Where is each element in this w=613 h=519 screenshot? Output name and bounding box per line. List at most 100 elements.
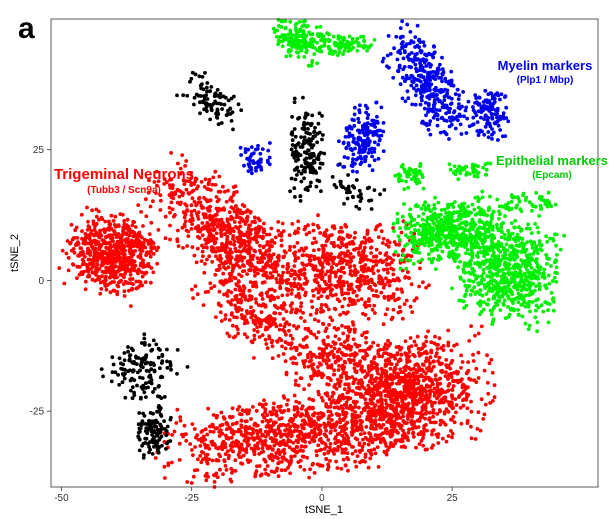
cell-point-neurons bbox=[228, 240, 233, 245]
cell-point-neurons bbox=[237, 272, 242, 277]
cell-point-black bbox=[369, 198, 374, 203]
cell-point-neurons bbox=[384, 369, 389, 374]
cell-point-neurons bbox=[405, 360, 409, 365]
cell-point-neurons bbox=[425, 401, 429, 405]
cell-point-neurons bbox=[318, 231, 323, 235]
cell-point-neurons bbox=[359, 265, 364, 269]
cell-point-neurons bbox=[286, 465, 290, 470]
cell-point-neurons bbox=[224, 199, 229, 204]
cell-point-neurons bbox=[301, 449, 305, 453]
cell-point-neurons bbox=[381, 436, 385, 441]
cell-point-black bbox=[299, 164, 304, 169]
cell-point-neurons bbox=[315, 462, 320, 467]
cell-point-neurons bbox=[254, 234, 259, 239]
cell-point-neurons bbox=[451, 415, 456, 419]
cell-point-neurons bbox=[317, 432, 322, 437]
cell-point-neurons bbox=[396, 392, 401, 397]
cell-point-neurons bbox=[249, 305, 253, 310]
cell-point-neurons bbox=[154, 169, 159, 174]
cell-point-neurons bbox=[337, 337, 342, 342]
cell-point-neurons bbox=[278, 431, 282, 436]
cell-point-neurons bbox=[214, 458, 219, 462]
cell-point-neurons bbox=[218, 467, 222, 472]
cell-point-black bbox=[209, 107, 214, 111]
cell-point-neurons bbox=[290, 288, 294, 292]
cell-point-neurons bbox=[383, 409, 387, 414]
cell-point-neurons bbox=[296, 219, 301, 224]
cell-point-black bbox=[302, 135, 307, 140]
cell-point-neurons bbox=[209, 286, 214, 291]
cell-point-neurons bbox=[180, 193, 185, 198]
cell-point-neurons bbox=[286, 422, 291, 427]
cell-point-neurons bbox=[150, 240, 154, 244]
cell-point-neurons bbox=[355, 343, 360, 348]
cell-point-neurons bbox=[402, 302, 407, 306]
cell-point-neurons bbox=[354, 420, 359, 425]
cell-point-neurons bbox=[346, 249, 350, 254]
cell-point-neurons bbox=[103, 250, 108, 254]
cell-point-neurons bbox=[344, 252, 348, 256]
cell-point-neurons bbox=[391, 307, 396, 312]
cell-point-black bbox=[154, 418, 158, 423]
cell-point-neurons bbox=[278, 311, 282, 316]
cell-point-neurons bbox=[274, 277, 279, 281]
cell-point-neurons bbox=[294, 361, 299, 366]
cell-point-neurons bbox=[373, 403, 378, 408]
cell-point-black bbox=[132, 390, 137, 395]
cell-point-neurons bbox=[242, 246, 247, 251]
cell-point-neurons bbox=[288, 418, 293, 423]
cell-point-neurons bbox=[377, 417, 382, 422]
cell-point-neurons bbox=[387, 240, 392, 245]
cell-point-neurons bbox=[321, 338, 326, 343]
cell-point-black bbox=[215, 116, 220, 120]
cell-point-neurons bbox=[293, 378, 298, 383]
cell-point-neurons bbox=[322, 255, 327, 260]
cell-point-neurons bbox=[275, 455, 280, 460]
cell-point-neurons bbox=[253, 436, 257, 441]
cell-point-neurons bbox=[393, 356, 398, 361]
cell-point-neurons bbox=[214, 268, 219, 272]
cell-point-black bbox=[312, 129, 317, 134]
cell-point-black bbox=[295, 154, 300, 159]
cell-point-neurons bbox=[229, 255, 234, 260]
cell-point-neurons bbox=[355, 386, 359, 390]
cell-point-neurons bbox=[382, 351, 386, 356]
cell-point-neurons bbox=[205, 245, 209, 250]
cell-point-neurons bbox=[302, 365, 307, 369]
cell-point-neurons bbox=[360, 444, 365, 449]
cell-point-neurons bbox=[290, 336, 295, 341]
cell-point-neurons bbox=[287, 322, 292, 327]
cell-point-black bbox=[295, 142, 300, 147]
cell-point-neurons bbox=[408, 304, 413, 309]
cell-point-neurons bbox=[409, 386, 413, 391]
cell-point-neurons bbox=[309, 374, 313, 379]
cell-point-neurons bbox=[473, 333, 477, 338]
cell-point-neurons bbox=[276, 220, 281, 224]
cell-point-neurons bbox=[286, 277, 290, 282]
cell-point-neurons bbox=[449, 429, 453, 433]
cell-point-black bbox=[139, 385, 144, 389]
cell-point-neurons bbox=[198, 444, 203, 448]
cell-point-neurons bbox=[302, 319, 307, 324]
cell-point-neurons bbox=[369, 376, 374, 381]
cell-point-neurons bbox=[233, 287, 238, 292]
cell-point-neurons bbox=[271, 437, 276, 442]
cell-point-neurons bbox=[238, 241, 243, 245]
cell-point-neurons bbox=[366, 401, 370, 406]
cell-point-neurons bbox=[175, 188, 180, 192]
cell-point-neurons bbox=[192, 208, 197, 213]
cell-point-neurons bbox=[293, 256, 298, 261]
cell-point-neurons bbox=[184, 179, 189, 183]
cell-point-neurons bbox=[342, 359, 347, 364]
cell-point-neurons bbox=[133, 234, 138, 238]
cell-point-neurons bbox=[288, 303, 293, 308]
cell-point-neurons bbox=[343, 345, 348, 350]
cell-point-neurons bbox=[352, 362, 357, 366]
cell-point-black bbox=[154, 342, 159, 347]
cell-point-neurons bbox=[256, 260, 261, 265]
cell-point-black bbox=[302, 176, 306, 181]
cell-point-neurons bbox=[242, 438, 247, 443]
cell-point-neurons bbox=[364, 351, 368, 356]
cell-point-neurons bbox=[245, 309, 249, 313]
cell-point-neurons bbox=[383, 282, 387, 287]
